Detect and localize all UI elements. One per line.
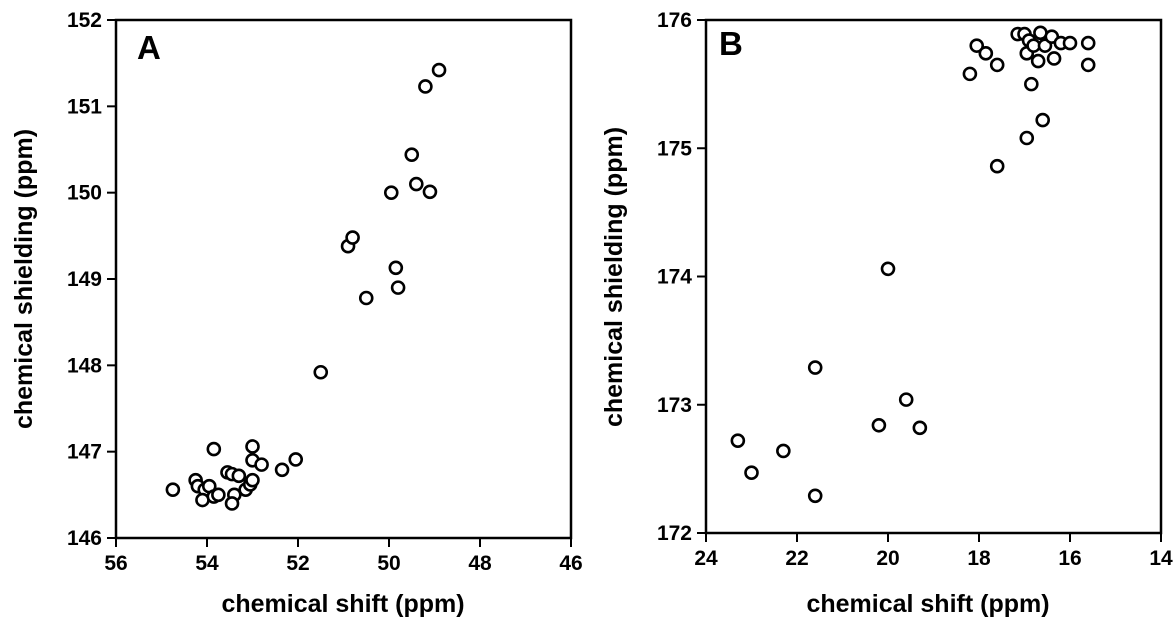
data-point [206, 441, 222, 457]
data-point [989, 158, 1005, 174]
data-point [388, 260, 404, 276]
data-points [730, 25, 1096, 504]
data-point [1062, 35, 1078, 51]
data-point [211, 487, 226, 503]
data-point [898, 392, 914, 407]
y-tick-label: 175 [657, 137, 692, 160]
x-tick-label: 54 [195, 552, 219, 575]
x-tick-label: 16 [1058, 547, 1081, 570]
data-point [1019, 130, 1035, 146]
y-tick-label: 150 [67, 182, 102, 205]
y-tick-label: 149 [67, 268, 102, 291]
plot-frame [704, 18, 1163, 535]
x-axis-title: chemical shift (ppm) [806, 590, 1049, 618]
data-point [358, 290, 374, 306]
data-point [1035, 112, 1050, 128]
data-point [245, 472, 260, 488]
data-point [962, 66, 978, 82]
y-tick-label: 152 [67, 9, 102, 32]
data-point [1080, 35, 1096, 51]
data-point [313, 364, 329, 380]
data-point [1080, 57, 1096, 73]
data-point [418, 79, 433, 94]
data-point [1024, 76, 1039, 92]
y-tick-label: 151 [67, 95, 102, 118]
x-tick-label: 18 [967, 547, 991, 570]
data-point [254, 457, 269, 472]
data-point [1030, 53, 1046, 69]
y-tick-label: 147 [67, 441, 102, 464]
ticks [107, 19, 572, 547]
tick-labels: 56 54 52 50 48 46 146 147 148 149 150 151 152 [67, 9, 583, 575]
ticks [697, 19, 1162, 542]
x-tick-label: 24 [694, 547, 718, 570]
y-tick-label: 173 [657, 394, 692, 417]
data-point [807, 360, 823, 375]
data-point [744, 465, 759, 481]
x-axis-title: chemical shift (ppm) [221, 590, 464, 618]
panel-b: B 24 22 20 18 16 14 172 173 174 175 176 chemical s… [600, 9, 1173, 618]
y-axis-title: chemical shielding (ppm) [10, 129, 38, 429]
y-tick-label: 174 [657, 266, 692, 289]
data-point [989, 57, 1005, 73]
x-tick-label: 56 [104, 552, 127, 575]
data-point [231, 468, 247, 484]
data-point [807, 488, 823, 504]
plot-frame [114, 18, 573, 540]
data-point [404, 147, 420, 162]
x-tick-label: 46 [559, 552, 582, 575]
data-point [224, 496, 240, 511]
y-tick-label: 176 [657, 9, 692, 32]
y-tick-label: 172 [657, 522, 692, 545]
data-points [165, 62, 447, 511]
data-point [880, 261, 896, 277]
panel-label: A [137, 29, 161, 66]
data-point [978, 46, 994, 61]
data-point [245, 439, 260, 454]
y-axis-title: chemical shielding (ppm) [600, 127, 628, 427]
data-point [345, 230, 360, 245]
data-point [288, 452, 304, 467]
x-tick-label: 14 [1149, 547, 1173, 570]
x-tick-label: 22 [785, 547, 808, 570]
data-point [422, 184, 438, 200]
data-point [383, 185, 399, 200]
data-point [1046, 51, 1062, 66]
data-point [730, 433, 746, 448]
data-point [165, 482, 181, 497]
data-point [969, 38, 985, 53]
x-tick-label: 20 [876, 547, 899, 570]
x-tick-label: 50 [377, 552, 400, 575]
data-point [912, 420, 928, 436]
data-point [871, 417, 887, 433]
data-point [274, 462, 290, 478]
tick-labels: 24 22 20 18 16 14 172 173 174 175 176 [657, 9, 1173, 570]
panel-label: B [719, 25, 743, 62]
panel-a: A 56 54 52 50 48 46 146 147 148 149 150 151 152 chem… [10, 9, 583, 618]
x-tick-label: 48 [468, 552, 492, 575]
x-tick-label: 52 [286, 552, 309, 575]
y-tick-label: 146 [67, 527, 102, 550]
data-point [776, 443, 791, 459]
data-point [390, 280, 406, 295]
y-tick-label: 148 [67, 354, 102, 377]
data-point [408, 176, 424, 192]
data-point [431, 62, 447, 78]
